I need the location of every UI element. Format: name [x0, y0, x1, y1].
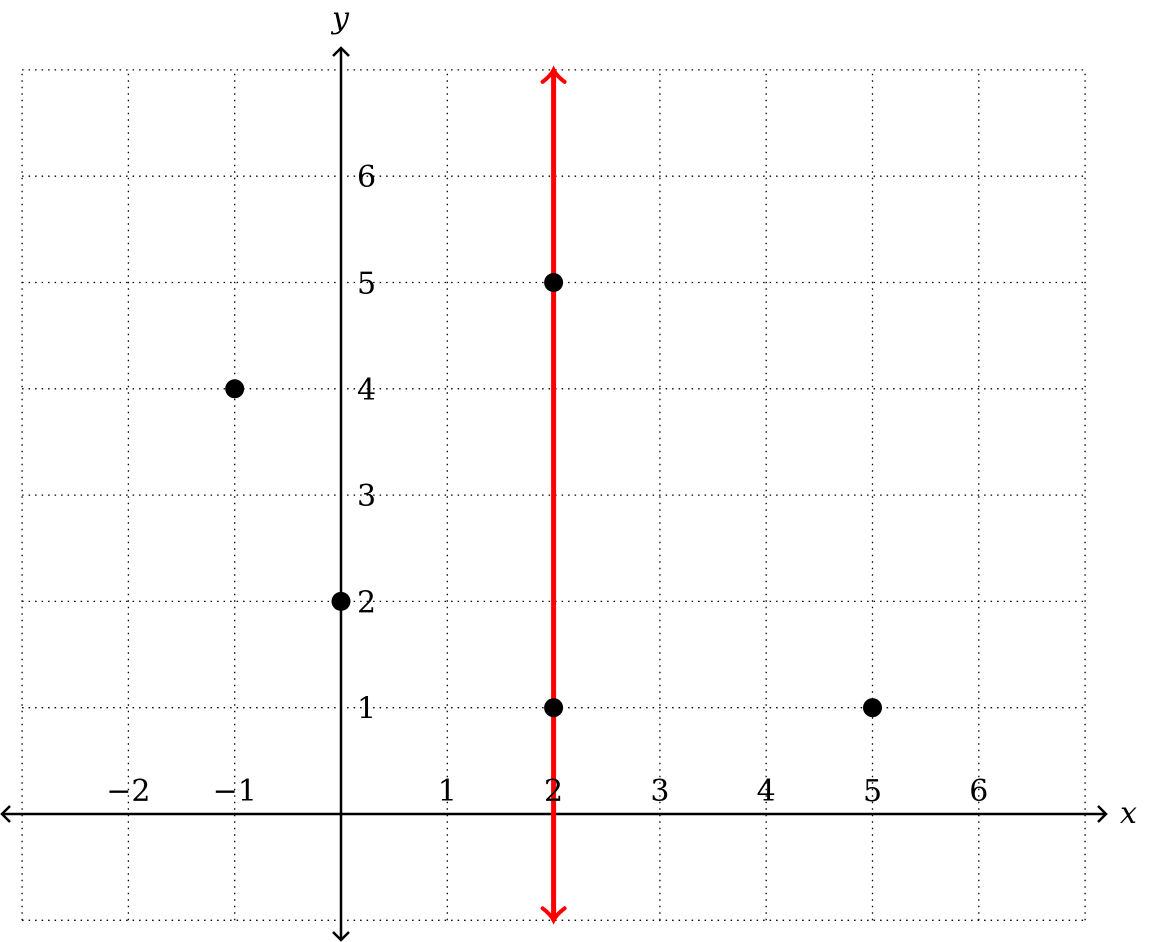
data-point [544, 273, 564, 292]
data-point [225, 379, 245, 399]
data-point [331, 591, 351, 611]
x-axis-label: x [1120, 796, 1137, 831]
vertical-line-group [540, 65, 567, 925]
line-arrow-down [540, 906, 567, 925]
line-arrow-up [540, 65, 567, 84]
tick-labels: −2 −1 1 2 3 4 5 6 1 2 3 4 5 6 [106, 160, 988, 809]
x-tick-label: 2 [544, 774, 563, 809]
y-tick-label: 5 [357, 267, 376, 302]
x-tick-label: 3 [650, 774, 669, 809]
x-axis-arrows [0, 805, 1108, 823]
data-point [863, 698, 882, 718]
data-point [544, 698, 564, 718]
y-axis-label: y [330, 1, 350, 36]
points [225, 273, 882, 718]
x-tick-label: 1 [438, 774, 457, 809]
x-tick-label: −1 [213, 774, 257, 809]
y-tick-label: 6 [357, 160, 376, 195]
x-tick-label: 6 [969, 774, 988, 809]
x-tick-label: 5 [863, 774, 882, 809]
y-axis-arrows [332, 46, 350, 942]
x-tick-label: 4 [757, 774, 776, 809]
y-tick-label: 2 [357, 585, 376, 620]
x-tick-label: −2 [106, 774, 150, 809]
y-tick-label: 1 [357, 692, 376, 727]
y-tick-label: 3 [357, 479, 376, 514]
y-tick-label: 4 [357, 373, 376, 408]
